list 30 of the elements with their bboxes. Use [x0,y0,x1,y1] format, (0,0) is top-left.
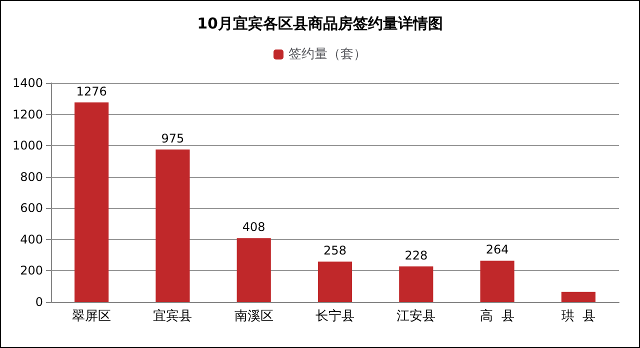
chart-title: 10月宜宾各区县商品房签约量详情图 [197,14,443,32]
y-tick-label: 200 [20,264,43,278]
data-label: 1276 [76,84,107,98]
data-label: 258 [324,244,346,258]
bar [74,102,109,302]
y-tick-label: 800 [20,170,43,184]
data-label: 408 [242,220,266,234]
x-tick-label: 南溪区 [234,309,274,324]
y-tick-label: 0 [35,295,43,309]
legend-label: 签约量（套） [288,47,366,62]
bar [156,149,190,302]
bar [561,292,596,302]
y-tick-label: 600 [20,201,43,216]
x-tick-label: 珙 县 [561,309,596,324]
y-tick-label: 1000 [12,138,43,153]
x-tick-label: 高 县 [480,308,514,324]
y-tick-label: 1400 [12,76,43,90]
bar [399,266,434,302]
x-tick-label: 江安县 [396,308,436,324]
y-tick-label: 400 [20,232,43,246]
bar [480,260,514,302]
data-label: 228 [404,248,428,262]
y-tick-label: 1200 [12,107,43,122]
x-tick-label: 翠屏区 [72,309,112,324]
bar [236,238,271,302]
data-label: 264 [486,242,509,257]
bar [318,262,352,302]
x-tick-label: 宜宾县 [153,308,192,324]
data-label: 975 [161,131,184,146]
x-tick-label: 长宁县 [316,308,354,324]
